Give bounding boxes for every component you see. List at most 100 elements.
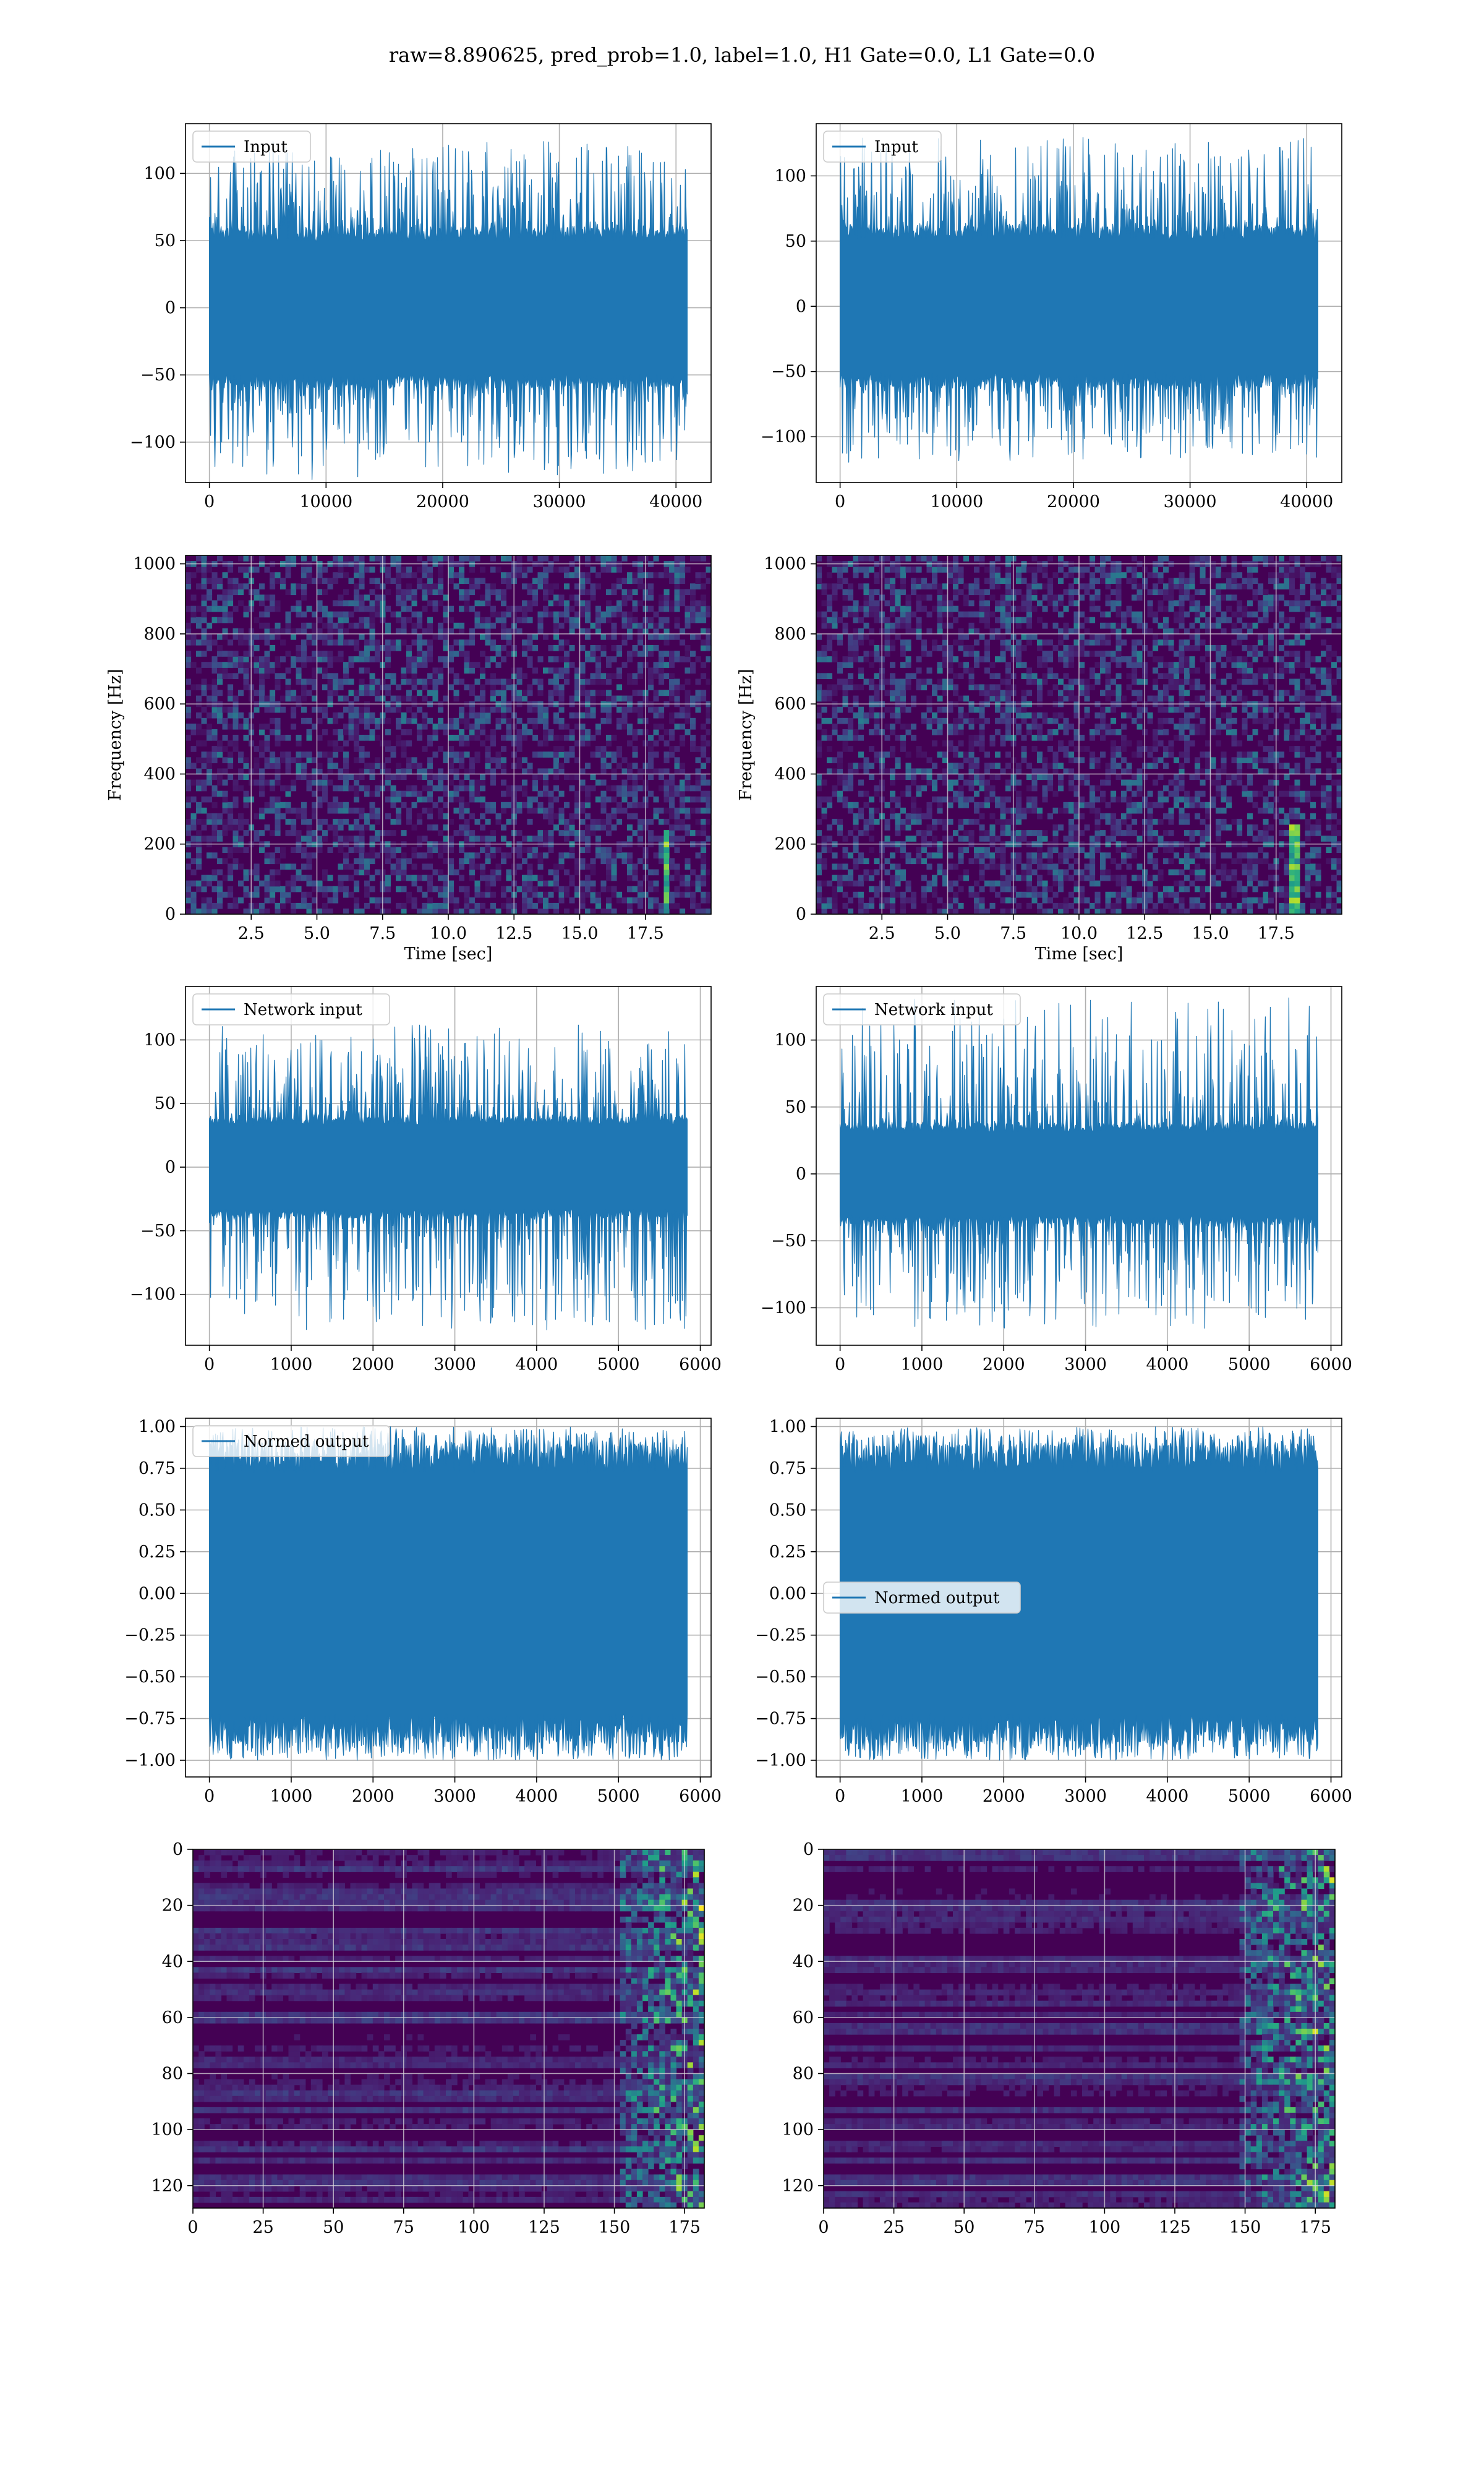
x-tick-label-6: 150 [599, 2218, 631, 2237]
y-tick-label-0: −100 [130, 433, 176, 452]
legend-box [823, 1582, 1021, 1614]
y-axis-label: Frequency [Hz] [106, 669, 125, 800]
x-tick-label-0: 0 [835, 492, 845, 511]
y-tick-label-4: 100 [774, 166, 806, 186]
y-tick-label-3: 50 [155, 1094, 176, 1113]
x-tick-label-6: 17.5 [1258, 924, 1295, 943]
x-tick-label-1: 25 [252, 2218, 273, 2237]
x-tick-label-1: 10000 [930, 492, 983, 511]
x-tick-label-1: 1000 [901, 1355, 944, 1374]
x-tick-label-7: 175 [668, 2218, 701, 2237]
x-tick-label-1: 5.0 [304, 924, 330, 943]
y-tick-label-4: 0.00 [139, 1584, 176, 1603]
y-tick-label-0: 0 [803, 1840, 814, 1859]
y-tick-label-1: −0.75 [755, 1710, 806, 1729]
x-tick-label-1: 1000 [901, 1787, 944, 1806]
y-tick-label-2: −0.50 [124, 1667, 176, 1687]
x-tick-label-1: 10000 [299, 492, 352, 511]
y-tick-label-1: −50 [771, 362, 806, 382]
legend-label: Normed output [244, 1432, 369, 1451]
y-tick-label-5: 100 [151, 2120, 183, 2139]
x-tick-label-3: 10.0 [1060, 924, 1098, 943]
y-tick-label-2: 0 [165, 1158, 176, 1177]
x-tick-label-4: 4000 [1146, 1355, 1189, 1374]
axes-frame [192, 1849, 705, 2209]
legend-label: Input [244, 138, 288, 156]
x-tick-label-1: 5.0 [934, 924, 961, 943]
y-tick-label-2: 400 [774, 764, 806, 784]
x-tick-label-3: 3000 [433, 1355, 476, 1374]
y-tick-label-6: 120 [782, 2177, 814, 2196]
legend-box [192, 1425, 390, 1457]
x-tick-label-2: 50 [323, 2218, 344, 2237]
x-tick-label-6: 17.5 [627, 924, 664, 943]
y-tick-label-2: 400 [143, 764, 176, 784]
y-tick-label-4: 800 [774, 625, 806, 644]
x-tick-label-3: 10.0 [430, 924, 467, 943]
y-tick-label-3: 50 [155, 231, 176, 250]
x-tick-label-4: 40000 [1280, 492, 1333, 511]
y-tick-label-0: −1.00 [124, 1751, 176, 1770]
x-tick-label-2: 2000 [983, 1355, 1025, 1374]
legend: Input [192, 131, 311, 163]
legend-box [192, 131, 311, 163]
panel-8: Normed output 0 1000 2000 3000 4000 5000 6000 −1… [755, 1417, 1352, 1806]
x-tick-label-0: 0 [187, 2218, 198, 2237]
y-tick-label-8: 1.00 [769, 1417, 806, 1436]
y-tick-label-1: 20 [162, 1896, 183, 1915]
y-tick-label-4: 800 [143, 625, 176, 644]
y-tick-label-2: 0 [165, 299, 176, 318]
y-tick-label-3: −0.25 [124, 1626, 176, 1645]
x-tick-label-2: 2000 [352, 1355, 394, 1374]
x-tick-label-6: 6000 [679, 1355, 722, 1374]
figure-title: raw=8.890625, pred_prob=1.0, label=1.0, … [388, 43, 1096, 67]
y-tick-label-5: 1000 [764, 555, 806, 574]
x-tick-label-3: 75 [393, 2218, 414, 2237]
x-tick-label-5: 125 [528, 2218, 560, 2237]
y-tick-label-0: 0 [165, 905, 176, 924]
signal-trace [840, 997, 1318, 1329]
x-tick-label-5: 15.0 [561, 924, 598, 943]
x-tick-label-4: 100 [458, 2218, 490, 2237]
y-tick-label-1: 200 [143, 835, 176, 854]
y-tick-label-8: 1.00 [139, 1417, 176, 1436]
x-tick-label-4: 12.5 [495, 924, 532, 943]
signal-trace [840, 1426, 1318, 1761]
y-tick-label-3: 60 [162, 2008, 183, 2027]
y-axis-label: Frequency [Hz] [736, 669, 756, 800]
x-tick-label-5: 5000 [597, 1787, 640, 1806]
y-tick-label-2: 0 [796, 1165, 806, 1184]
y-tick-label-4: 80 [162, 2065, 183, 2084]
legend: Network input [823, 993, 1021, 1025]
x-tick-label-6: 150 [1229, 2218, 1261, 2237]
x-tick-label-6: 6000 [679, 1787, 722, 1806]
legend-label: Network input [874, 1001, 993, 1019]
y-tick-label-3: 50 [785, 232, 806, 251]
x-tick-label-3: 3000 [1064, 1787, 1107, 1806]
y-tick-label-2: 0 [796, 297, 806, 316]
x-tick-label-5: 5000 [1228, 1787, 1271, 1806]
y-tick-label-0: −100 [761, 1298, 806, 1317]
panel-2: Input 0 10000 20000 30000 40000 −100 −50 0 50 100 [761, 123, 1342, 511]
y-tick-label-0: 0 [173, 1840, 183, 1859]
feature-map-image [193, 1849, 705, 2209]
x-tick-label-2: 50 [953, 2218, 974, 2237]
y-tick-label-5: 0.25 [139, 1543, 176, 1562]
x-axis-label: Time [sec] [404, 944, 493, 964]
x-tick-label-3: 3000 [433, 1787, 476, 1806]
x-tick-label-0: 0 [835, 1787, 845, 1806]
signal-trace [209, 1024, 688, 1330]
x-tick-label-2: 7.5 [369, 924, 396, 943]
y-tick-label-6: 0.50 [139, 1500, 176, 1520]
x-tick-label-4: 100 [1089, 2218, 1121, 2237]
axes-frame [823, 1849, 1336, 2209]
axes-frame [816, 1418, 1342, 1778]
x-tick-label-4: 4000 [516, 1355, 558, 1374]
x-tick-label-4: 4000 [516, 1787, 558, 1806]
axes-frame [185, 1418, 712, 1778]
legend-box [823, 993, 1021, 1025]
x-tick-label-2: 2000 [352, 1787, 394, 1806]
x-tick-label-0: 0 [204, 1787, 215, 1806]
x-tick-label-1: 25 [883, 2218, 904, 2237]
